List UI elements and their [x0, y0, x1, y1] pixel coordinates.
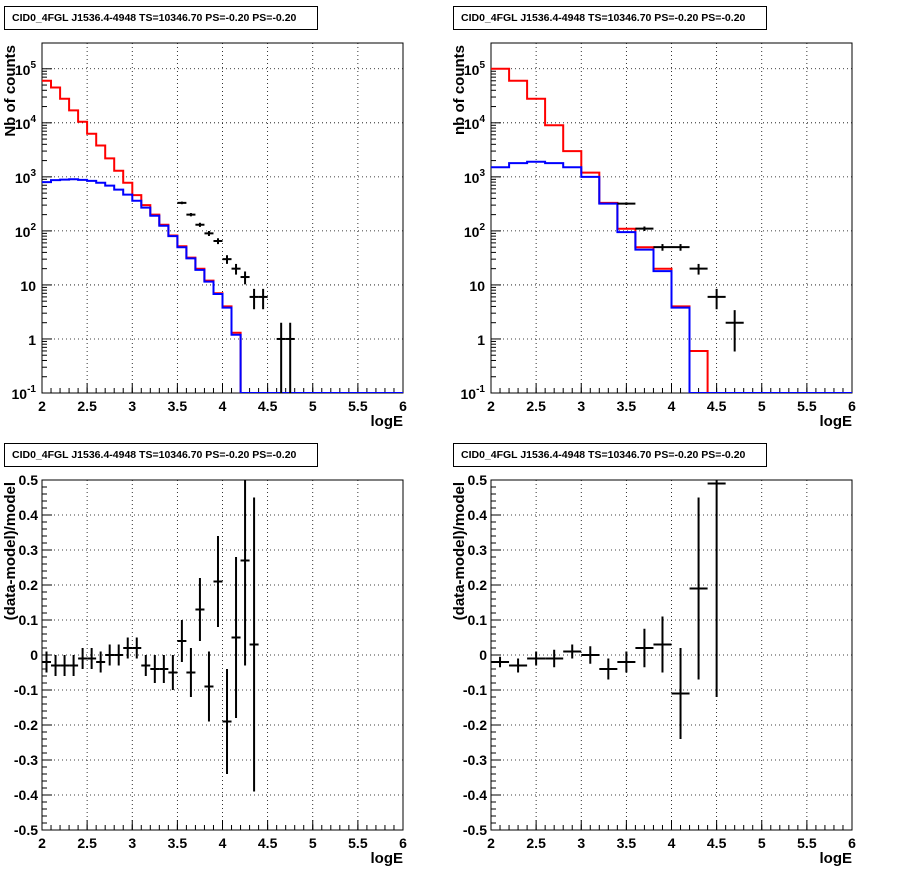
x-axis-label: logE [820, 850, 853, 867]
x-tick-label: 3.5 [617, 835, 637, 851]
x-tick-label: 5.5 [797, 398, 817, 414]
y-tick-label: 105 [464, 60, 486, 78]
y-tick-label: 0.1 [19, 612, 39, 628]
x-tick-label: 6 [848, 835, 856, 851]
y-tick-label: -0.1 [14, 682, 38, 698]
x-axis-label: logE [371, 413, 404, 430]
x-tick-label: 5.5 [797, 835, 817, 851]
x-tick-label: 5 [309, 835, 317, 851]
plot-frame [41, 42, 404, 394]
x-tick-label: 4 [668, 398, 676, 414]
y-tick-label: -0.2 [14, 717, 38, 733]
x-tick-label: 6 [399, 398, 407, 414]
x-tick-label: 6 [848, 398, 856, 414]
y-tick-label: 1 [28, 332, 36, 348]
x-tick-label: 5 [309, 398, 317, 414]
y-tick-label: 10-1 [461, 384, 486, 402]
y-tick-label: 1 [477, 332, 485, 348]
x-tick-label: 3.5 [168, 835, 188, 851]
y-tick-label: -0.2 [463, 717, 487, 733]
panel-title-4: CID0_4FGL J1536.4-4948 TS=10346.70 PS=-0… [453, 443, 767, 467]
y-tick-label: 0 [30, 647, 38, 663]
x-tick-label: 3 [577, 398, 585, 414]
x-tick-label: 2.5 [77, 398, 97, 414]
y-tick-label: -0.3 [463, 752, 487, 768]
y-tick-label: 104 [464, 114, 486, 132]
y-tick-label: 0.4 [468, 507, 488, 523]
panel-title-2: CID0_4FGL J1536.4-4948 TS=10346.70 PS=-0… [453, 6, 767, 30]
x-tick-label: 3.5 [617, 398, 637, 414]
x-tick-label: 4 [219, 398, 227, 414]
y-tick-label: -0.4 [14, 787, 38, 803]
x-tick-label: 5 [758, 398, 766, 414]
y-tick-label: 0.5 [468, 472, 488, 488]
x-tick-label: 4.5 [258, 835, 278, 851]
x-tick-label: 4.5 [707, 398, 727, 414]
x-tick-label: 2.5 [77, 835, 97, 851]
x-tick-label: 5.5 [348, 835, 368, 851]
x-tick-label: 3 [128, 835, 136, 851]
y-tick-label: 10 [20, 278, 36, 294]
panel-title-1: CID0_4FGL J1536.4-4948 TS=10346.70 PS=-0… [4, 6, 318, 30]
x-axis-label: logE [820, 413, 853, 430]
y-tick-label: 103 [15, 168, 37, 186]
x-tick-label: 2 [487, 835, 495, 851]
x-tick-label: 2 [38, 398, 46, 414]
plot-area [42, 480, 259, 792]
x-tick-label: 5.5 [348, 398, 368, 414]
y-tick-label: 0.3 [468, 542, 488, 558]
y-tick-label: 104 [15, 114, 37, 132]
y-tick-label: -0.1 [463, 682, 487, 698]
y-tick-label: 10-1 [12, 384, 37, 402]
model-histogram-blue [491, 160, 852, 393]
y-axis-label: Nb of counts [2, 45, 19, 137]
y-tick-label: 0 [479, 647, 487, 663]
y-tick-label: 0.4 [19, 507, 39, 523]
x-tick-label: 2 [487, 398, 495, 414]
y-tick-label: -0.5 [14, 822, 38, 838]
x-tick-label: 4.5 [258, 398, 278, 414]
y-axis-label: (data-model)/model [451, 482, 468, 620]
x-tick-label: 5 [758, 835, 766, 851]
plot-area [42, 79, 403, 393]
y-tick-label: 0.1 [468, 612, 488, 628]
y-tick-label: 0.2 [19, 577, 39, 593]
x-tick-label: 2.5 [526, 398, 546, 414]
y-axis-label: nb of counts [451, 45, 468, 135]
y-tick-label: 102 [464, 222, 486, 240]
y-tick-label: 103 [464, 168, 486, 186]
model-histogram-blue [42, 178, 403, 393]
x-tick-label: 2.5 [526, 835, 546, 851]
y-tick-label: -0.3 [14, 752, 38, 768]
panel-title-3: CID0_4FGL J1536.4-4948 TS=10346.70 PS=-0… [4, 443, 318, 467]
x-tick-label: 3 [128, 398, 136, 414]
y-tick-label: -0.5 [463, 822, 487, 838]
x-axis-label: logE [371, 850, 404, 867]
x-tick-label: 3 [577, 835, 585, 851]
y-tick-label: 0.5 [19, 472, 39, 488]
plot-area [491, 480, 726, 739]
x-tick-label: 2 [38, 835, 46, 851]
x-tick-label: 4 [219, 835, 227, 851]
x-tick-label: 4 [668, 835, 676, 851]
y-tick-label: 0.3 [19, 542, 39, 558]
x-tick-label: 4.5 [707, 835, 727, 851]
y-tick-label: 102 [15, 222, 37, 240]
x-tick-label: 3.5 [168, 398, 188, 414]
plot-area [491, 67, 852, 393]
y-tick-label: 105 [15, 60, 37, 78]
y-tick-label: -0.4 [463, 787, 487, 803]
x-tick-label: 6 [399, 835, 407, 851]
y-tick-label: 10 [469, 278, 485, 294]
y-axis-label: (data-model)/model [2, 482, 19, 620]
y-tick-label: 0.2 [468, 577, 488, 593]
